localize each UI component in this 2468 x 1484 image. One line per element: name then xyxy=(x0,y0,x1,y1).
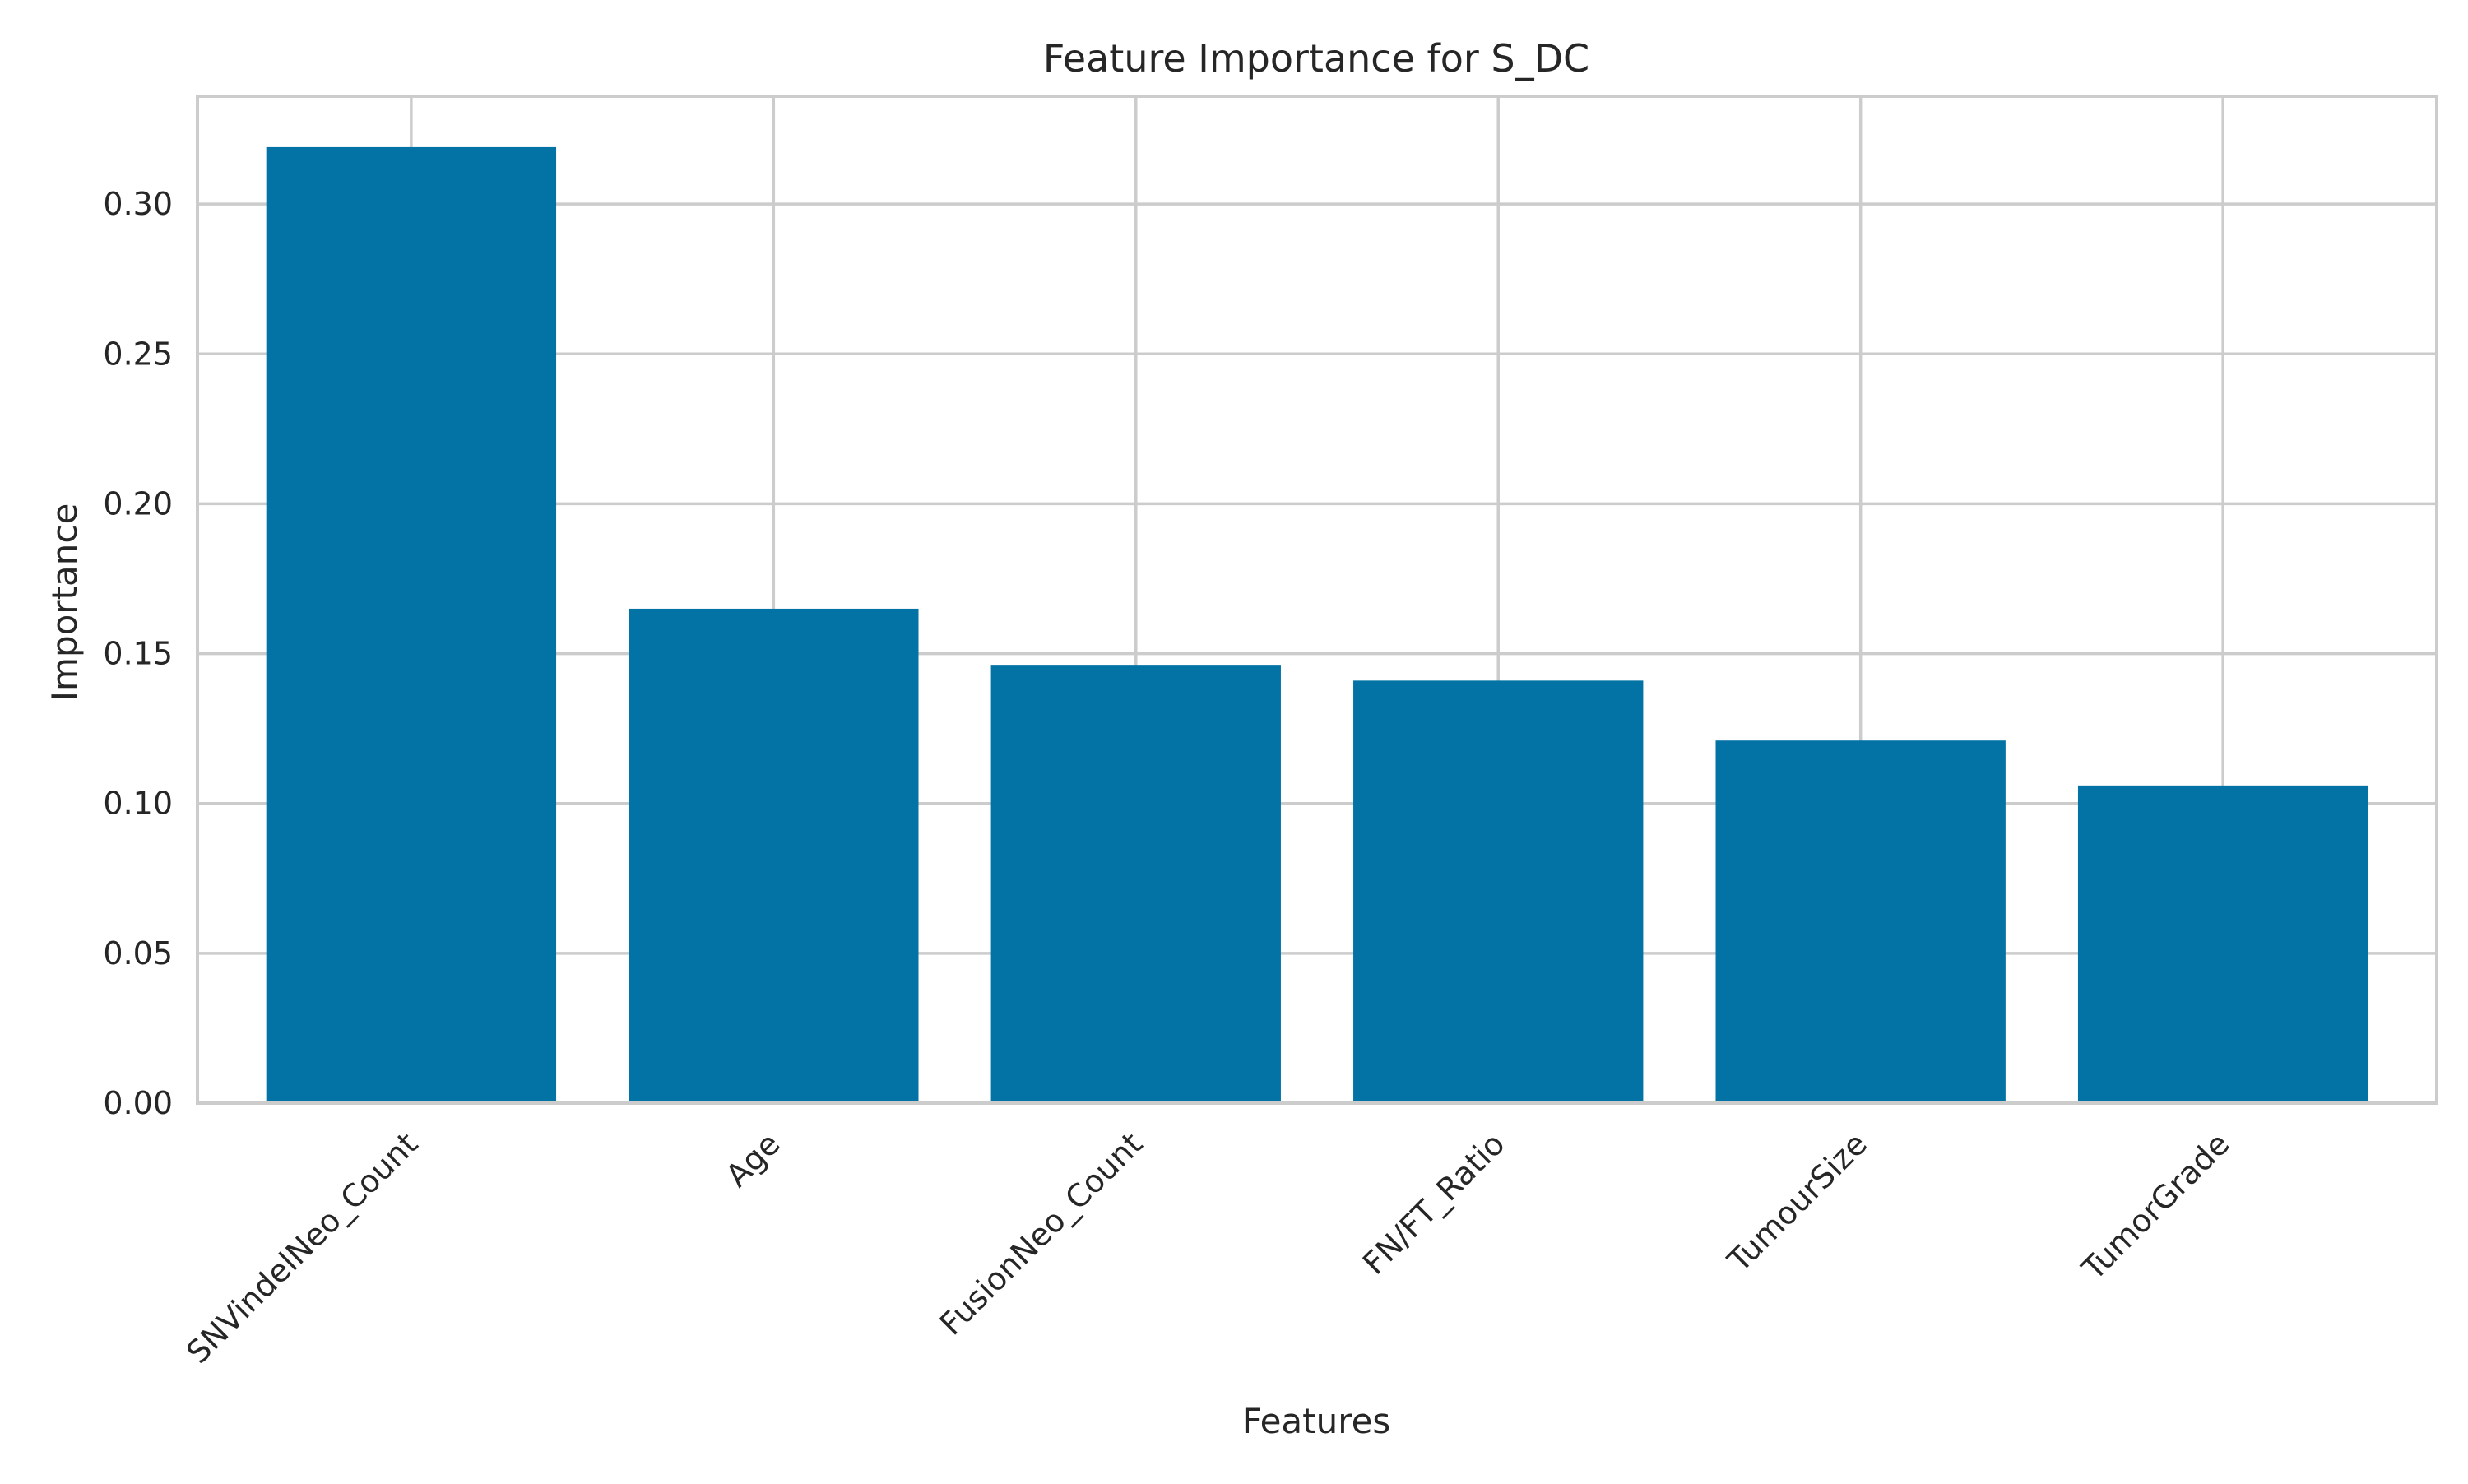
y-axis-label: Importance xyxy=(44,503,85,702)
y-tick-label: 0.05 xyxy=(103,935,173,972)
bar xyxy=(1715,740,2006,1103)
y-tick-label: 0.10 xyxy=(103,786,173,822)
y-tick-label: 0.15 xyxy=(103,636,173,672)
chart-title: Feature Importance for S_DC xyxy=(1043,36,1589,81)
bar xyxy=(629,608,919,1103)
bar xyxy=(990,665,1281,1103)
y-tick-labels: 0.00 0.05 0.10 0.15 0.20 0.25 0.30 xyxy=(103,186,173,1121)
y-tick-label: 0.00 xyxy=(103,1085,173,1121)
bar xyxy=(266,146,557,1103)
bar xyxy=(1353,680,1644,1103)
y-tick-label: 0.20 xyxy=(103,485,173,522)
bar xyxy=(2077,785,2368,1103)
y-tick-label: 0.25 xyxy=(103,336,173,372)
x-axis-label: Features xyxy=(1242,1401,1391,1441)
bar-layer xyxy=(266,146,2368,1103)
plot-frame xyxy=(196,95,2438,1105)
y-tick-label: 0.30 xyxy=(103,186,173,222)
